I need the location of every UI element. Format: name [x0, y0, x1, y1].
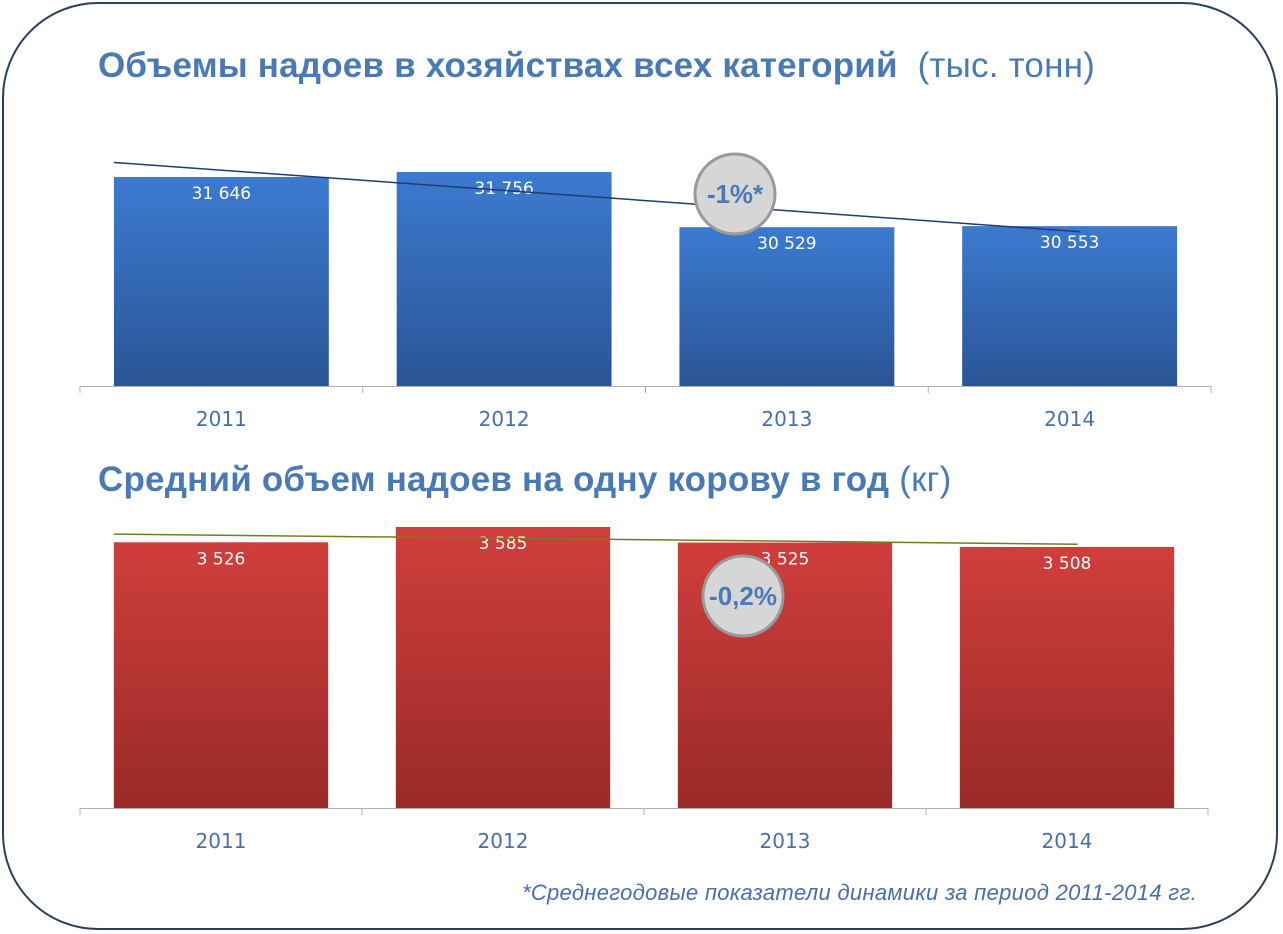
chart-2-unit: (кг) — [899, 460, 952, 499]
chart-2-category-label-2011: 2011 — [196, 829, 247, 853]
chart-2-value-label-2013: 3 525 — [761, 550, 810, 570]
chart-1-category-label-2013: 2013 — [761, 407, 812, 431]
chart-2-title-text: Средний объем надоев на одну корову в го… — [98, 460, 890, 499]
chart-2-category-label-2014: 2014 — [1042, 829, 1093, 853]
chart-1-title-text: Объемы надоев в хозяйствах всех категори… — [98, 46, 898, 85]
chart-1-trendline — [113, 161, 1081, 233]
chart-2-trend-label: -0,2% — [709, 581, 777, 611]
chart-1-category-label-2014: 2014 — [1044, 407, 1095, 431]
chart-2-category-label-2012: 2012 — [478, 829, 529, 853]
chart-2-title: Средний объем надоев на одну корову в го… — [98, 460, 951, 500]
chart-1-category-label-2011: 2011 — [196, 407, 247, 431]
chart-2-bar-2014 — [959, 546, 1175, 808]
chart-2-value-label-2011: 3 526 — [197, 549, 246, 569]
chart-1-bar-2014 — [962, 226, 1178, 386]
chart-1-title: Объемы надоев в хозяйствах всех категори… — [98, 46, 1095, 86]
footnote: *Среднегодовые показатели динамики за пе… — [521, 880, 1197, 905]
chart-2-trend-badge — [701, 554, 785, 638]
chart-1-bar-2012 — [396, 172, 612, 386]
chart-1-value-label-2011: 31 646 — [192, 184, 251, 204]
chart-2-value-label-2012: 3 585 — [479, 534, 528, 554]
chart-1-category-label-2012: 2012 — [479, 407, 530, 431]
chart-1-value-label-2014: 30 553 — [1040, 233, 1099, 253]
chart-1-bar-2013 — [679, 227, 895, 386]
chart-1-bar-2011 — [113, 176, 329, 386]
chart-2-category-label-2013: 2013 — [760, 829, 811, 853]
chart-2-bar-2011 — [113, 542, 329, 808]
chart-2-value-label-2014: 3 508 — [1043, 554, 1092, 574]
chart-1-unit: (тыс. тонн) — [917, 46, 1095, 85]
chart-1-value-label-2012: 31 756 — [474, 179, 533, 199]
chart-2-trendline — [113, 533, 1078, 545]
chart-1-trend-label: -1%* — [707, 179, 764, 209]
chart-1-trend-badge — [693, 152, 777, 236]
chart-1-value-label-2013: 30 529 — [757, 234, 816, 254]
chart-2-bar-2012 — [395, 527, 611, 808]
